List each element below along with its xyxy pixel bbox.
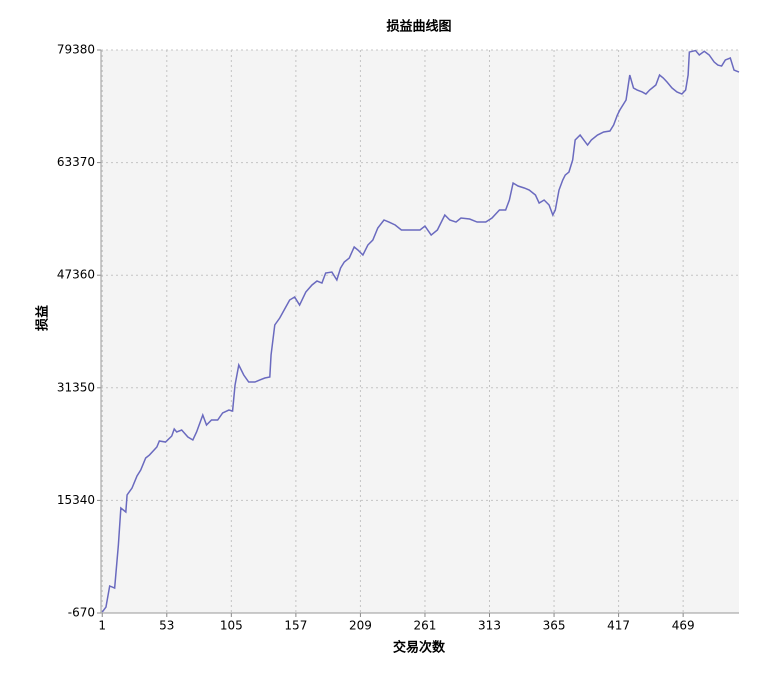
y-tick-label: 15340 (57, 493, 95, 507)
chart-title: 损益曲线图 (386, 19, 451, 35)
x-tick-label: 469 (672, 619, 695, 633)
y-tick-label: -670 (68, 606, 95, 620)
y-tick-label: 79380 (57, 43, 95, 57)
y-tick-label: 47360 (57, 268, 95, 282)
y-tick-label: 31350 (57, 380, 95, 394)
x-tick-label: 1 (98, 619, 106, 633)
y-tick-label: 63370 (57, 155, 95, 169)
y-axis-label: 损益 (35, 305, 51, 331)
x-tick-label: 261 (414, 619, 437, 633)
x-tick-label: 105 (220, 619, 243, 633)
plot-area (101, 50, 739, 613)
data-line (101, 49, 740, 613)
x-tick-label: 209 (349, 619, 372, 633)
x-tick-label: 53 (159, 619, 174, 633)
x-tick-label: 417 (607, 619, 630, 633)
x-tick-label: 157 (284, 619, 307, 633)
x-axis-label: 交易次数 (393, 640, 446, 656)
x-tick-label: 365 (543, 619, 566, 633)
x-tick-label: 313 (478, 619, 501, 633)
